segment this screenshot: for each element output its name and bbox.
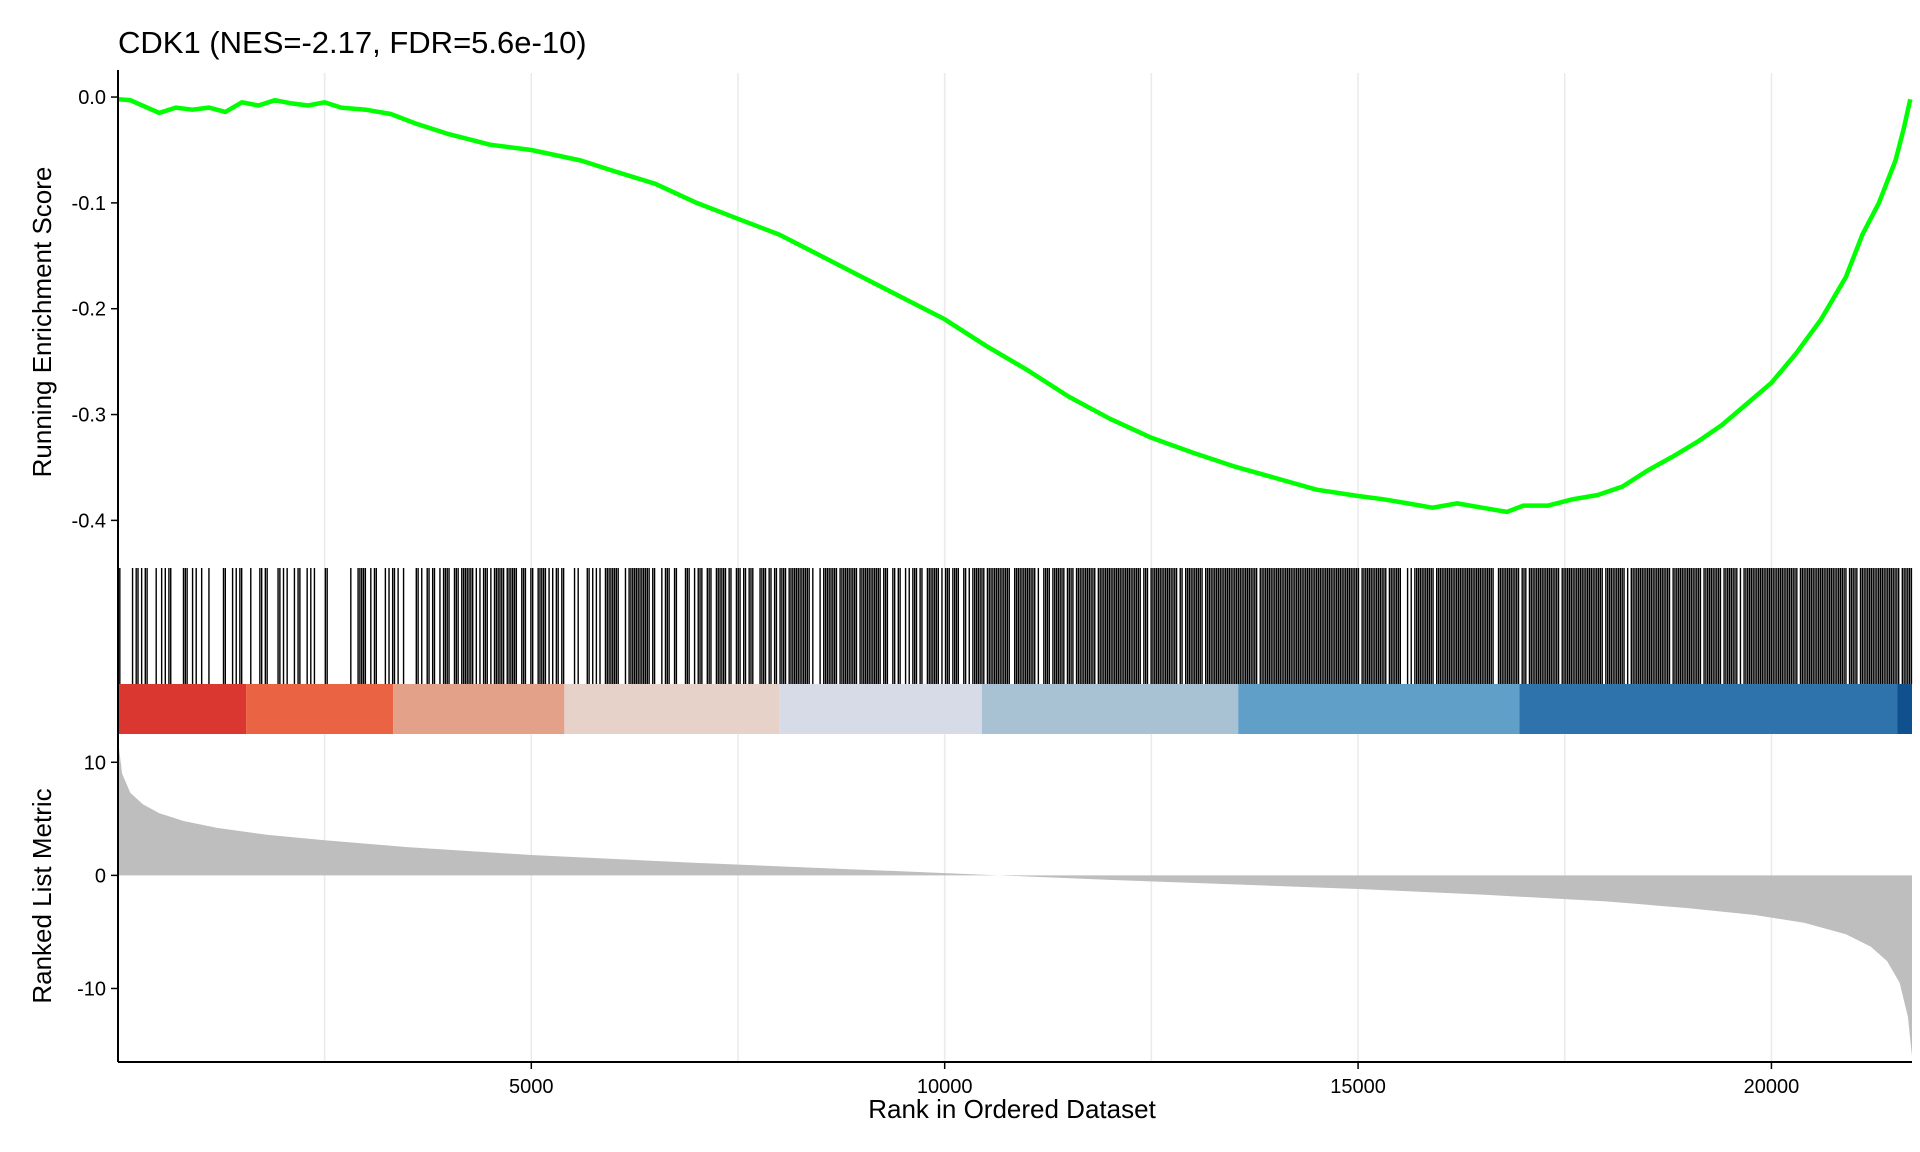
es-y-axis-title: Running Enrichment Score <box>27 167 57 478</box>
hit-marks-panel <box>119 568 1913 684</box>
color-bar-segment <box>393 684 565 734</box>
es-y-tick-label: -0.1 <box>72 193 106 215</box>
es-y-tick-label: -0.3 <box>72 405 106 427</box>
color-bar-segment <box>1238 684 1520 734</box>
metric-y-tick-label: -10 <box>77 978 106 1000</box>
x-axis-title: Rank in Ordered Dataset <box>868 1094 1156 1124</box>
color-bar-segment <box>1519 684 1898 734</box>
x-tick-label: 15000 <box>1330 1076 1386 1098</box>
es-y-tick-label: 0.0 <box>78 87 106 109</box>
color-bar-segment <box>564 684 780 734</box>
metric-y-axis-title: Ranked List Metric <box>27 788 57 1003</box>
axes: 0.0 -0.1 -0.2 -0.3 -0.4 10 0 -10 5000 10000 15000 2… <box>72 70 1912 1098</box>
chart-title: CDK1 (NES=-2.17, FDR=5.6e-10) <box>118 25 587 60</box>
es-y-tick-label: -0.2 <box>72 299 106 321</box>
color-bar-segment <box>118 684 247 734</box>
color-bar-segment <box>779 684 982 734</box>
vertical-grid <box>323 73 1773 1062</box>
metric-y-tick-label: 10 <box>84 752 106 774</box>
running-es-line <box>117 96 1913 515</box>
x-tick-label: 20000 <box>1744 1076 1800 1098</box>
ranked-metric-panel <box>118 739 1912 1057</box>
running-es-panel <box>117 96 1913 515</box>
x-tick-label: 5000 <box>509 1076 554 1098</box>
color-bar-segment <box>981 684 1239 734</box>
metric-y-tick-label: 0 <box>95 865 106 887</box>
rank-color-bar <box>118 684 1912 734</box>
color-bar-segment <box>246 684 394 734</box>
es-y-tick-label: -0.4 <box>72 510 106 532</box>
x-tick-label: 10000 <box>917 1076 973 1098</box>
color-bar-segment <box>1897 684 1912 734</box>
ranked-metric-area <box>118 739 1912 1057</box>
